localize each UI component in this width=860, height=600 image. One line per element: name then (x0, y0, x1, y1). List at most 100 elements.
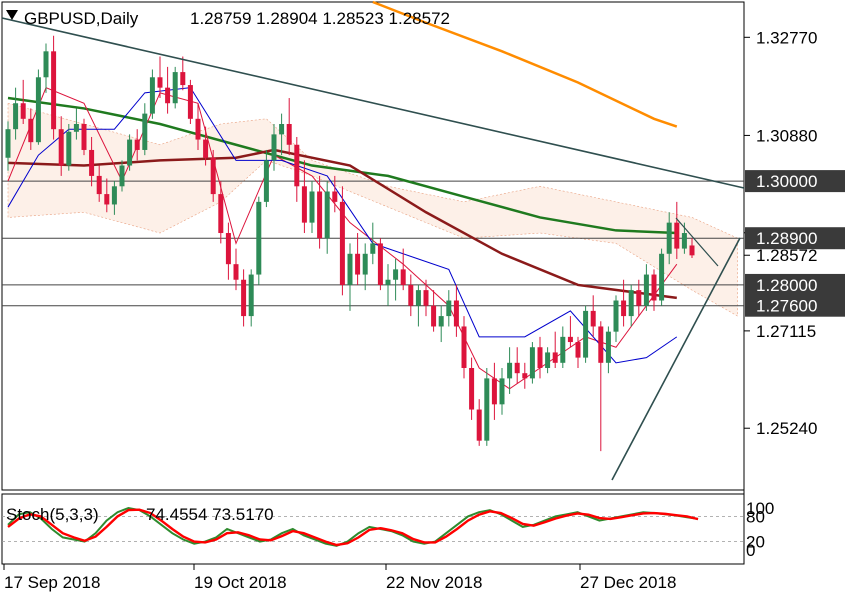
candle-body (324, 191, 330, 239)
candle-body (279, 124, 285, 135)
candle-body (271, 134, 277, 161)
candle-body (157, 77, 163, 88)
candle-body (400, 269, 406, 285)
menu-triangle-icon[interactable] (6, 10, 18, 20)
candle-body (552, 352, 558, 363)
candle-body (476, 409, 482, 441)
candle-body (529, 347, 535, 379)
candle-body (393, 269, 399, 280)
stoch-tick-label: 80 (746, 507, 765, 526)
candle-body (674, 222, 680, 249)
time-axis-ticks: 17 Sep 2018 19 Oct 2018 22 Nov 2018 27 Dec … (3, 564, 676, 592)
candle-body (294, 144, 300, 187)
candle-body (332, 191, 338, 202)
candle-body (545, 352, 551, 368)
candle-body (180, 72, 186, 86)
candle-body (469, 368, 475, 410)
candle-body (575, 342, 581, 358)
candle-body (560, 336, 566, 363)
candle-body (286, 124, 292, 145)
price-axis-ticks: 1.327701.308801.290051.285721.271151.252… (744, 28, 817, 438)
candle-body (195, 118, 201, 140)
candle-body (104, 194, 110, 205)
candle-body (431, 305, 437, 327)
candle-body (58, 129, 64, 166)
ascending-trendline (611, 237, 741, 481)
candle-body (370, 243, 376, 254)
candle-body (5, 129, 11, 158)
candle-body (377, 243, 383, 285)
candle-body (248, 274, 254, 317)
candle-body (28, 118, 34, 143)
ichimoku-cloud (7, 102, 738, 317)
candle-body (453, 300, 459, 327)
candle-body (522, 373, 528, 379)
candle-body (218, 194, 224, 234)
kijun-line (7, 87, 678, 364)
candle-body (142, 113, 148, 150)
candle-body (438, 316, 444, 327)
candle-body (210, 157, 216, 195)
candle-body (20, 103, 26, 119)
stoch-values: 74.4554 73.5170 (146, 505, 274, 524)
candle-body (628, 290, 634, 317)
time-tick-label: 27 Dec 2018 (580, 573, 676, 592)
candle-body (651, 274, 657, 301)
candle-body (537, 347, 543, 368)
candle-body (43, 51, 49, 78)
level-label-text: 1.30000 (756, 172, 817, 191)
price-tick-label: 1.25240 (756, 419, 817, 438)
candle-body (491, 378, 497, 405)
time-tick-label: 22 Nov 2018 (386, 573, 482, 592)
candle-body (81, 124, 87, 150)
candle-body (165, 87, 171, 104)
candle-body (96, 175, 102, 195)
candle-body (484, 378, 490, 441)
candle-body (598, 326, 604, 363)
candle-body (408, 284, 414, 306)
candle-body (355, 253, 361, 275)
candle-body (590, 310, 596, 327)
candle-body (643, 274, 649, 306)
level-label-text: 1.27600 (756, 297, 817, 316)
stoch-tick-label: 20 (746, 533, 765, 552)
candle-body (659, 253, 665, 301)
moving-average-orange (372, 0, 678, 128)
candle-body (35, 77, 41, 143)
candle-body (134, 139, 140, 150)
candle-body (415, 290, 421, 306)
level-label-box (745, 170, 845, 193)
stoch-tick-label: 100 (746, 499, 774, 518)
candle-body (514, 362, 520, 374)
candle-body (621, 300, 627, 317)
candle-body (613, 300, 619, 332)
candle-body (636, 290, 642, 306)
moving-average-green (7, 96, 677, 235)
level-label-box (745, 294, 845, 317)
candle-body (309, 191, 315, 223)
stoch-tick-label: 0 (746, 541, 755, 560)
candle-body (187, 85, 193, 119)
cloud-area (7, 102, 738, 317)
price-tick-label: 1.28572 (756, 246, 817, 265)
candle-body (461, 326, 467, 368)
candle-body (149, 77, 155, 114)
candle-body (89, 149, 95, 176)
candle-body (256, 201, 262, 275)
candle-body (681, 233, 687, 249)
candle-body (127, 139, 133, 166)
candle-body (689, 245, 695, 256)
candle-body (225, 233, 231, 265)
stoch-label: Stoch(5,3,3) (6, 505, 99, 524)
candle-body (446, 300, 452, 317)
candle-body (507, 362, 513, 379)
level-label-text: 1.28900 (756, 229, 817, 248)
candle-body (66, 131, 72, 166)
trendlines (1, 17, 745, 481)
short-trendline (675, 217, 719, 267)
candle-body (499, 378, 505, 405)
candle-body (233, 264, 239, 280)
level-label-box (745, 273, 845, 296)
